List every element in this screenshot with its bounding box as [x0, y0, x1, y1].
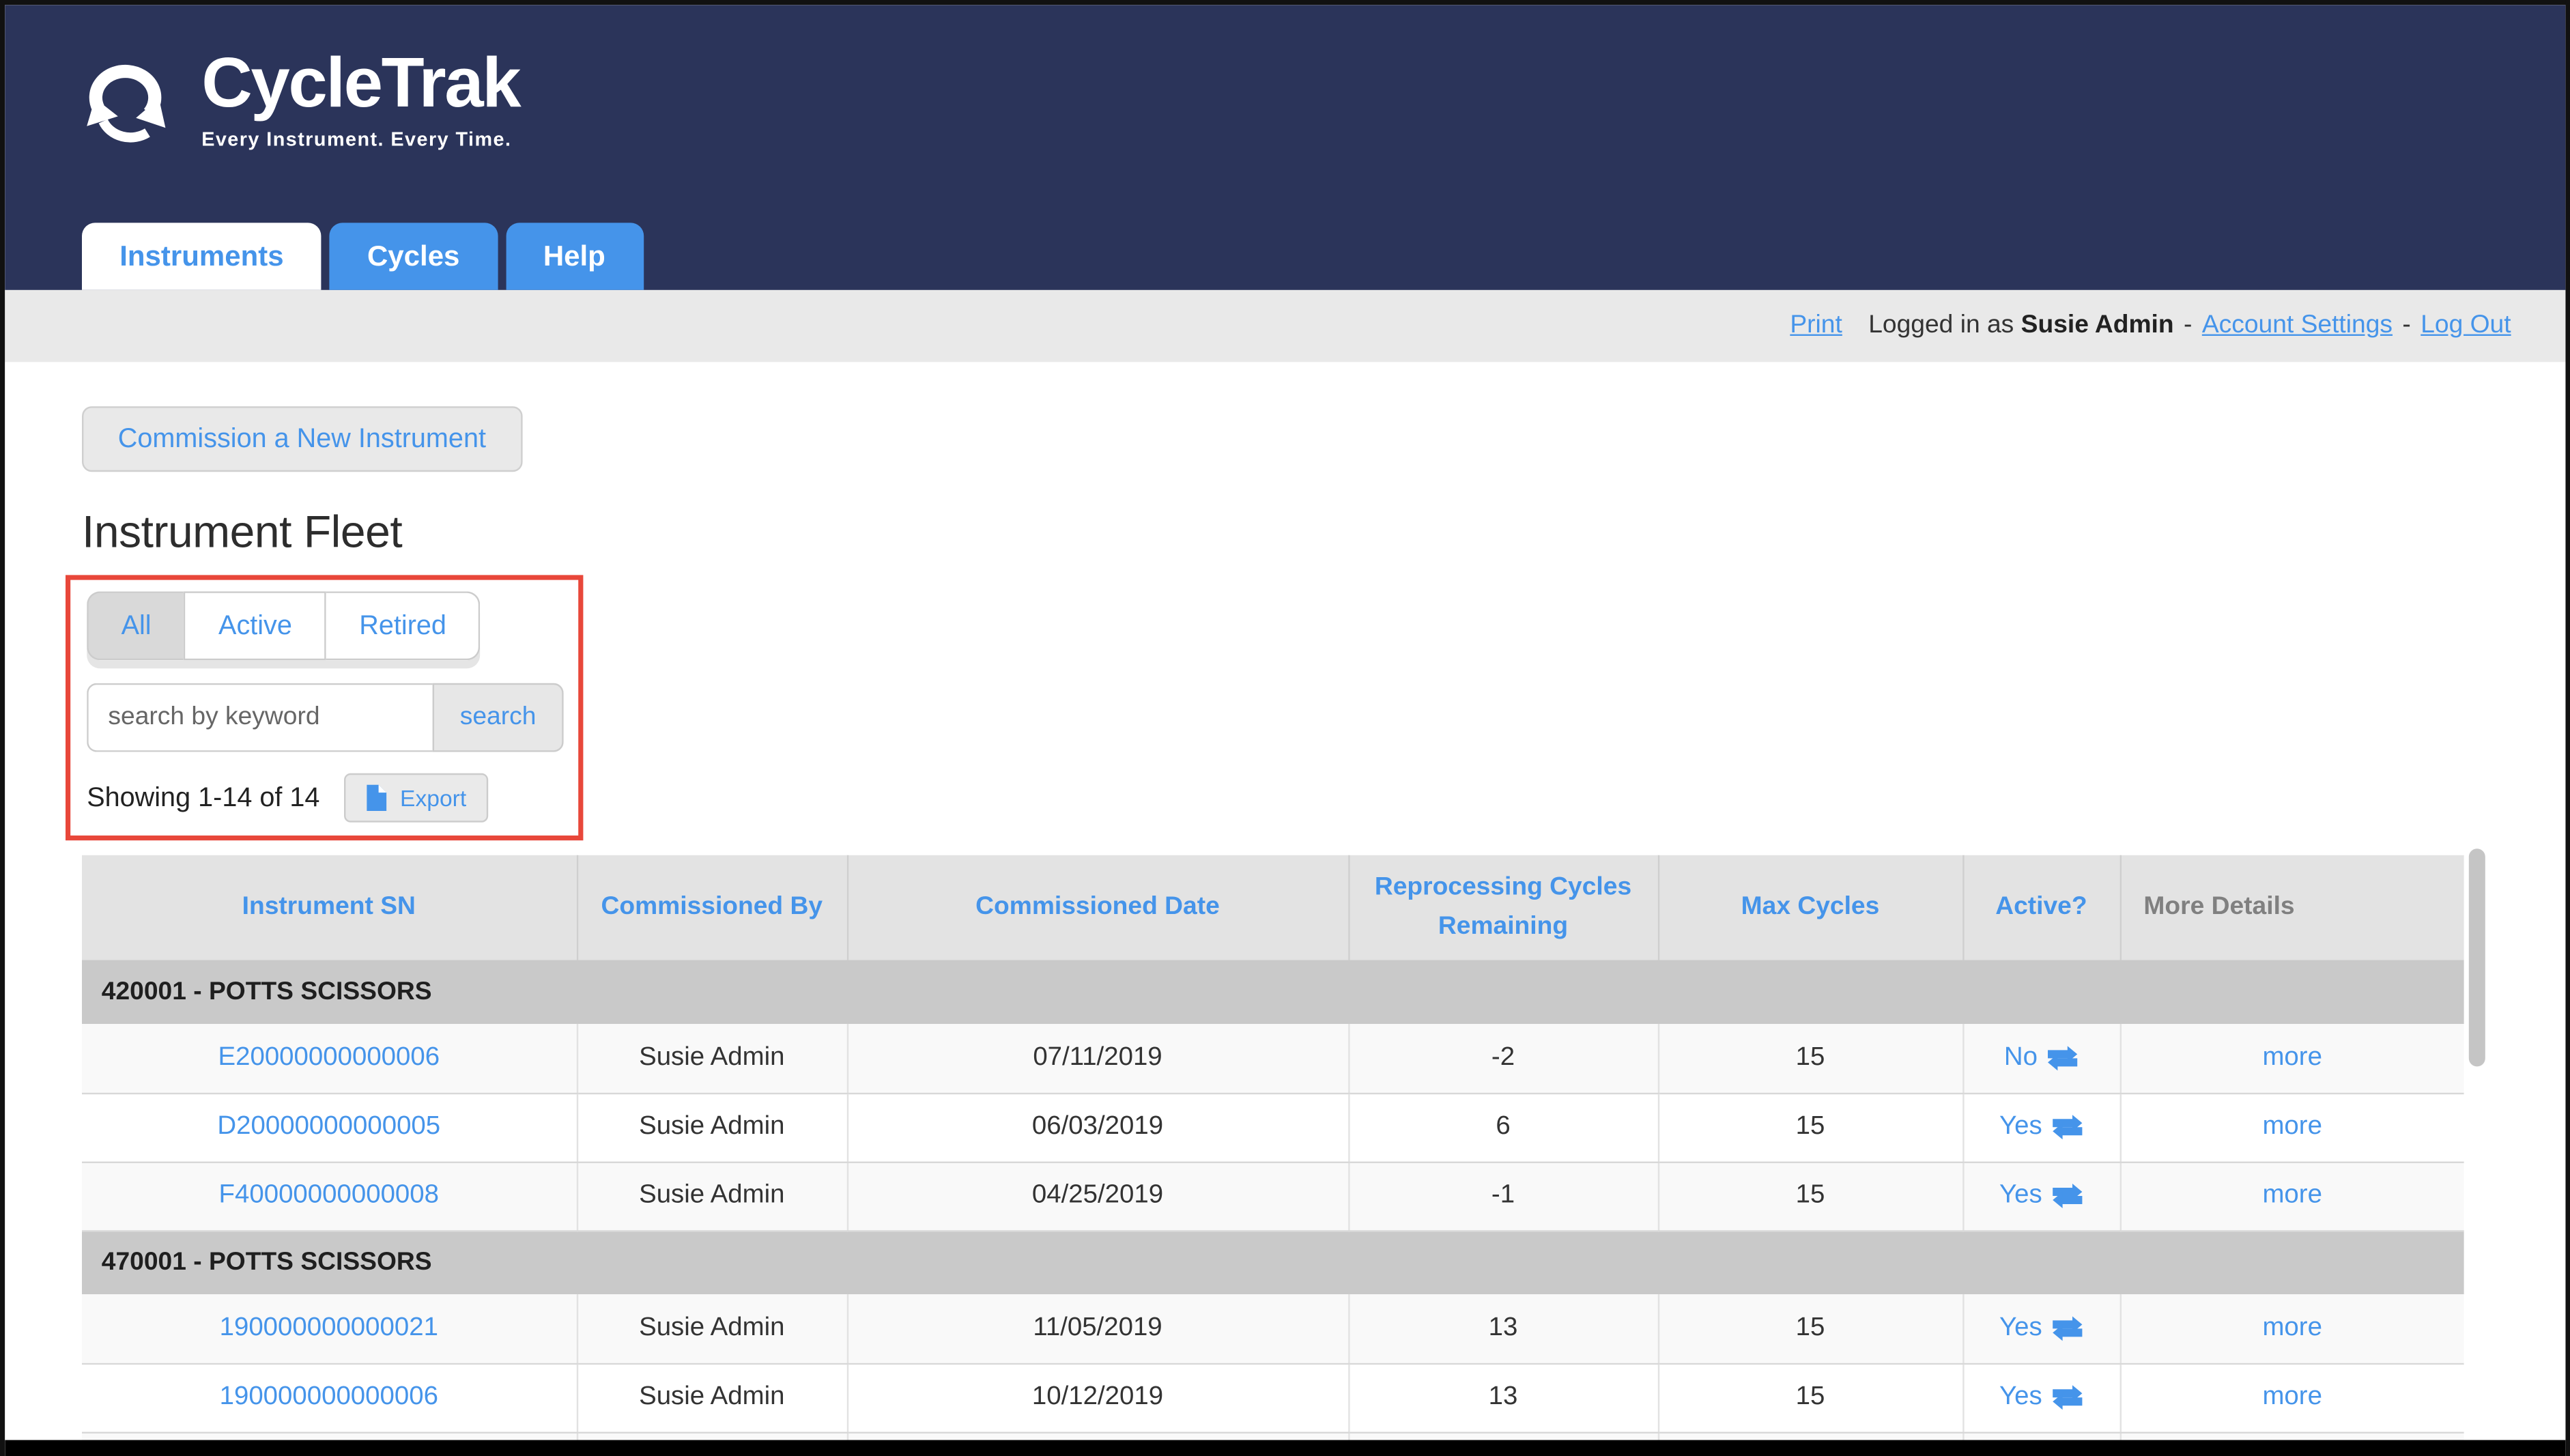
- tab-help[interactable]: Help: [506, 223, 643, 289]
- active-toggle[interactable]: No: [2004, 1043, 2079, 1072]
- brand-logo: CycleTrak Every Instrument. Every Time.: [82, 48, 519, 152]
- logout-link[interactable]: Log Out: [2421, 311, 2511, 341]
- commissioned-by: Susie Admin: [639, 1043, 784, 1071]
- instrument-sn-link[interactable]: D20000000000005: [217, 1113, 440, 1141]
- commission-new-instrument-button[interactable]: Commission a New Instrument: [82, 406, 522, 472]
- group-header-row: 470001 - POTTS SCISSORS: [82, 1230, 2464, 1294]
- instrument-sn-link[interactable]: F40000000000008: [219, 1181, 439, 1209]
- showing-count-text: Showing 1-14 of 14: [87, 782, 319, 814]
- commissioned-by: Susie Admin: [639, 1181, 784, 1209]
- commissioned-date: 10/12/2019: [1032, 1383, 1163, 1411]
- instrument-sn-link[interactable]: E20000000000006: [218, 1043, 440, 1071]
- commissioned-by: Susie Admin: [639, 1383, 784, 1411]
- cycles-remaining: 13: [1489, 1313, 1518, 1341]
- swap-arrows-icon: [2051, 1384, 2083, 1410]
- filter-all[interactable]: All: [87, 591, 184, 660]
- column-header-commissioned-date[interactable]: Commissioned Date: [847, 855, 1348, 960]
- cycles-remaining: -1: [1491, 1181, 1515, 1209]
- active-toggle[interactable]: Yes: [1999, 1383, 2083, 1412]
- screenshot-bottom-border: [5, 1440, 2565, 1456]
- column-header-max-cycles[interactable]: Max Cycles: [1658, 855, 1962, 960]
- top-navbar: CycleTrak Every Instrument. Every Time. …: [5, 5, 2565, 290]
- max-cycles: 15: [1796, 1383, 1825, 1411]
- more-details-link[interactable]: more: [2262, 1313, 2322, 1341]
- tab-cycles[interactable]: Cycles: [330, 223, 498, 289]
- active-toggle[interactable]: Yes: [1999, 1181, 2083, 1210]
- instrument-sn-link[interactable]: 190000000000021: [220, 1313, 438, 1341]
- annotation-rectangle: All Active Retired search Showing 1-14 o…: [66, 575, 583, 840]
- table-row: F40000000000008 Susie Admin 04/25/2019 -1 15…: [82, 1162, 2464, 1231]
- commissioned-date: 06/03/2019: [1032, 1113, 1163, 1141]
- cycles-remaining: -2: [1491, 1043, 1515, 1071]
- filter-active[interactable]: Active: [184, 591, 327, 660]
- search-input[interactable]: [87, 683, 432, 752]
- table-row: 190000000000021 Susie Admin 11/05/2019 13 15…: [82, 1294, 2464, 1363]
- export-button[interactable]: Export: [344, 773, 487, 823]
- max-cycles: 15: [1796, 1043, 1825, 1071]
- column-header-instrument-sn[interactable]: Instrument SN: [82, 855, 577, 960]
- account-settings-link[interactable]: Account Settings: [2202, 311, 2393, 341]
- more-details-link[interactable]: more: [2262, 1383, 2322, 1411]
- swap-arrows-icon: [2051, 1183, 2083, 1209]
- brand-name: CycleTrak: [201, 48, 519, 122]
- column-header-commissioned-by[interactable]: Commissioned By: [577, 855, 847, 960]
- active-toggle[interactable]: Yes: [1999, 1113, 2083, 1142]
- cycles-remaining: 13: [1489, 1383, 1518, 1411]
- commissioned-date: 11/05/2019: [1033, 1313, 1162, 1341]
- cycle-arrows-icon: [82, 54, 180, 145]
- status-filter-group: All Active Retired: [87, 591, 481, 660]
- tab-instruments[interactable]: Instruments: [82, 223, 322, 289]
- search-bar: search: [87, 683, 563, 752]
- app-window: CycleTrak Every Instrument. Every Time. …: [0, 0, 2570, 1456]
- more-details-link[interactable]: more: [2262, 1113, 2322, 1141]
- column-header-reprocessing-cycles-remaining[interactable]: Reprocessing Cycles Remaining: [1348, 855, 1658, 960]
- swap-arrows-icon: [2051, 1315, 2083, 1341]
- user-bar: Print Logged in as Susie Admin - Account…: [5, 290, 2565, 362]
- swap-arrows-icon: [2046, 1045, 2079, 1071]
- logged-in-text: Logged in as Susie Admin: [1868, 311, 2173, 341]
- main-tabs: Instruments Cycles Help: [82, 223, 643, 289]
- commissioned-date: 07/11/2019: [1033, 1043, 1162, 1071]
- table-row: D20000000000005 Susie Admin 06/03/2019 6 15 Y…: [82, 1093, 2464, 1162]
- file-icon: [366, 785, 387, 811]
- commissioned-by: Susie Admin: [639, 1113, 784, 1141]
- instrument-sn-link[interactable]: 190000000000006: [220, 1383, 438, 1411]
- group-header-row: 420001 - POTTS SCISSORS: [82, 960, 2464, 1024]
- page-title: Instrument Fleet: [82, 504, 2565, 560]
- search-button[interactable]: search: [433, 683, 564, 752]
- group-header-label: 470001 - POTTS SCISSORS: [82, 1230, 2464, 1294]
- print-link[interactable]: Print: [1790, 311, 1842, 341]
- column-header-more-details: More Details: [2120, 855, 2464, 960]
- group-header-label: 420001 - POTTS SCISSORS: [82, 960, 2464, 1024]
- commissioned-by: Susie Admin: [639, 1313, 784, 1341]
- scrollbar-thumb[interactable]: [2469, 848, 2485, 1066]
- main-content: Commission a New Instrument Instrument F…: [5, 362, 2565, 1456]
- swap-arrows-icon: [2051, 1114, 2083, 1140]
- filter-retired[interactable]: Retired: [326, 591, 481, 660]
- column-header-active[interactable]: Active?: [1962, 855, 2119, 960]
- table-row: 190000000000006 Susie Admin 10/12/2019 13 15…: [82, 1363, 2464, 1432]
- active-toggle[interactable]: Yes: [1999, 1313, 2083, 1343]
- cycles-remaining: 6: [1496, 1113, 1510, 1141]
- brand-tagline: Every Instrument. Every Time.: [201, 128, 519, 152]
- commissioned-date: 04/25/2019: [1032, 1181, 1163, 1209]
- user-name: Susie Admin: [2021, 311, 2174, 339]
- more-details-link[interactable]: more: [2262, 1181, 2322, 1209]
- max-cycles: 15: [1796, 1181, 1825, 1209]
- fleet-table: Instrument SNCommissioned ByCommissioned…: [82, 855, 2464, 1433]
- max-cycles: 15: [1796, 1313, 1825, 1341]
- more-details-link[interactable]: more: [2262, 1043, 2322, 1071]
- table-row: E20000000000006 Susie Admin 07/11/2019 -2 15…: [82, 1024, 2464, 1093]
- max-cycles: 15: [1796, 1113, 1825, 1141]
